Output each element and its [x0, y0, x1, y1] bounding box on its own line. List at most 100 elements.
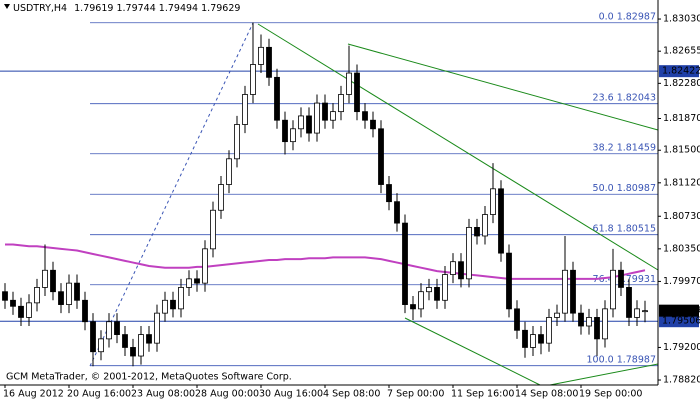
header-icon [4, 4, 10, 9]
candle-body [218, 184, 224, 211]
candle-body [274, 76, 280, 121]
header-text: USDTRY,H4 1.79619 1.79744 1.79494 1.7962… [13, 3, 240, 14]
x-tick-label: 28 Aug 00:00 [195, 389, 259, 400]
candles [2, 22, 648, 367]
watermark: GCM MetaTrader, © 2001-2012, MetaQuotes … [6, 372, 292, 383]
y-tick-label: 1.83030 [663, 14, 700, 25]
candle-body [634, 308, 640, 318]
candle-body [154, 312, 160, 344]
candle-body [642, 310, 648, 313]
price-label: 1.82422 [662, 66, 700, 77]
x-tick-label: 11 Sep 16:00 [451, 389, 514, 400]
candle-body [594, 317, 600, 340]
x-tick-label: 7 Sep 00:00 [387, 389, 444, 400]
fibo-level-name: 50.0 [593, 183, 614, 194]
x-tick-label: 23 Aug 08:00 [131, 389, 195, 400]
y-tick-label: 1.81500 [663, 145, 700, 156]
candle-body [58, 291, 64, 305]
candle-body [410, 304, 416, 310]
candle-body [186, 278, 192, 288]
fibo-level-price: 1.78987 [617, 354, 656, 365]
candle-body [122, 334, 128, 348]
y-tick-label: 1.80730 [663, 211, 700, 222]
candle-body [170, 299, 176, 310]
fibo-level-name: 61.8 [593, 223, 614, 234]
y-tick-label: 1.82655 [663, 46, 700, 57]
candle-body [482, 214, 488, 237]
x-tick-label: 16 Aug 2012 [3, 389, 64, 400]
symbol: USDTRY,H4 [13, 3, 67, 14]
ohlc-low: 1.79494 [159, 3, 198, 14]
candle-body [50, 269, 56, 293]
candle-body [514, 308, 520, 331]
candle-body [98, 338, 104, 353]
x-tick-label: 14 Sep 08:00 [515, 389, 578, 400]
price-box [659, 315, 699, 328]
candle-body [90, 321, 96, 353]
ohlc-close: 1.79629 [201, 3, 240, 14]
candle-body [242, 94, 248, 125]
candle-body [442, 274, 448, 301]
candle-body [282, 119, 288, 143]
candle-body [162, 299, 168, 314]
candle-body [178, 287, 184, 310]
y-tick-label: 1.79200 [663, 342, 700, 353]
candle-body [466, 226, 472, 280]
candle-body [538, 334, 544, 344]
trend-line [549, 363, 659, 386]
candle-body [490, 188, 496, 215]
fibo-label: 38.2 1.81459 [593, 142, 656, 153]
candle-body [66, 282, 72, 305]
candle-body [194, 278, 200, 284]
candle-body [34, 287, 40, 304]
candle-body [386, 184, 392, 203]
fibo-label: 0.0 1.82987 [599, 11, 656, 22]
candle-body [298, 115, 304, 130]
candle-body [2, 291, 8, 301]
candle-body [114, 321, 120, 335]
candle-body [546, 317, 552, 344]
candle-body [450, 261, 456, 275]
candle-body [522, 329, 528, 348]
candle-body [554, 312, 560, 318]
candle-body [146, 334, 152, 344]
candle-body [426, 287, 432, 293]
chart-header: USDTRY,H4 1.79619 1.79744 1.79494 1.7962… [4, 3, 240, 14]
candle-body [434, 287, 440, 301]
candle-body [306, 115, 312, 134]
candle-body [210, 209, 216, 250]
fibo-level-name: 38.2 [593, 142, 614, 153]
fibo-label: 100.0 1.78987 [587, 354, 657, 365]
candle-body [106, 321, 112, 340]
candle-body [338, 94, 344, 113]
candle-body [578, 312, 584, 327]
trend-line [257, 23, 659, 271]
candle-body [418, 291, 424, 310]
candle-body [130, 347, 136, 357]
trend-line [404, 317, 541, 386]
candle-body [626, 287, 632, 318]
candle-body [82, 299, 88, 323]
x-tick-label: 20 Aug 16:00 [67, 389, 131, 400]
candle-body [258, 46, 264, 65]
last-price-label: 1.79629 [662, 305, 700, 316]
candle-body [314, 102, 320, 134]
candle-body [266, 46, 272, 78]
candle-body [26, 302, 32, 318]
candle-body [10, 299, 16, 307]
candle-body [618, 269, 624, 288]
candle-body [370, 119, 376, 130]
y-tick-label: 1.80350 [663, 243, 700, 254]
candle-body [18, 305, 24, 318]
y-tick-label: 1.79970 [663, 276, 700, 287]
fibo-level-name: 23.6 [593, 92, 614, 103]
price-label: 1.79506 [662, 316, 700, 327]
candle-body [586, 317, 592, 327]
fibo-label: 50.0 1.80987 [593, 183, 656, 194]
candle-body [290, 128, 296, 143]
candle-body [402, 222, 408, 305]
trend-line [347, 43, 659, 131]
candle-body [362, 111, 368, 121]
fibo-level-price: 1.82987 [617, 11, 656, 22]
